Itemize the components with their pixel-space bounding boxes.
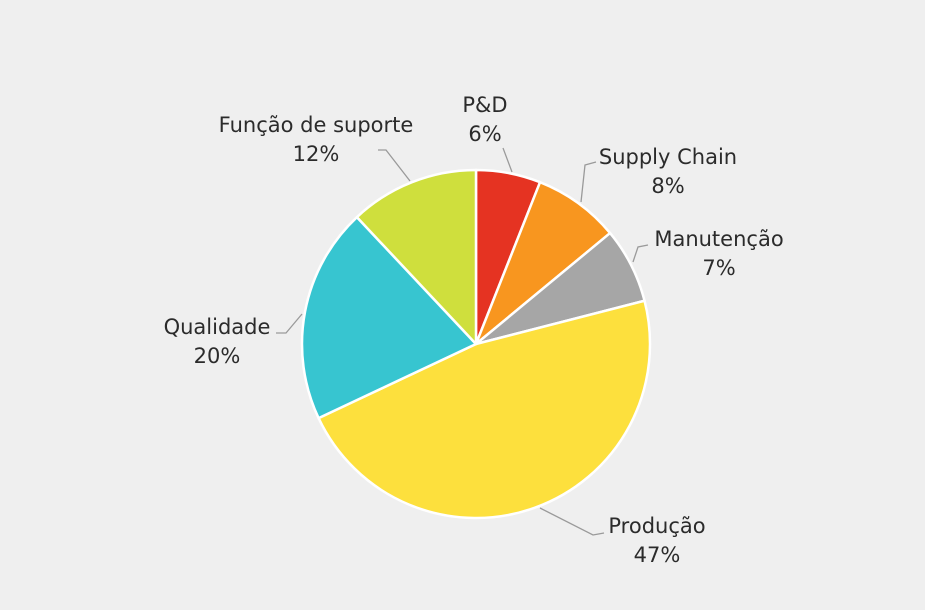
leader-line-1 xyxy=(502,147,513,173)
pie-slices xyxy=(300,168,652,520)
leader-line-6 xyxy=(378,149,411,182)
slice-value-label: 8% xyxy=(651,174,684,198)
pie-slice-5 xyxy=(300,215,478,420)
slice-category-label: Produção xyxy=(608,514,705,538)
slice-category-label: P&D xyxy=(462,93,507,117)
pie-slice-4 xyxy=(317,299,652,520)
pie-slice-6 xyxy=(355,168,478,346)
leader-line-4 xyxy=(539,507,605,536)
slice-category-label: Supply Chain xyxy=(599,145,737,169)
slice-value-label: 12% xyxy=(293,142,340,166)
slice-value-label: 7% xyxy=(702,256,735,280)
slice-value-label: 20% xyxy=(194,344,241,368)
leader-lines xyxy=(276,147,649,536)
slice-category-label: Manutenção xyxy=(654,227,783,251)
slice-labels: P&D 6% Supply Chain 8% Manutenção 7% Produção 4… xyxy=(164,93,784,567)
leader-line-2 xyxy=(580,161,597,203)
slice-value-label: 47% xyxy=(634,543,681,567)
leader-line-5 xyxy=(276,313,303,334)
slice-category-label: Função de suporte xyxy=(219,113,414,137)
slice-category-label: Qualidade xyxy=(164,315,271,339)
leader-line-3 xyxy=(632,244,649,263)
slice-value-label: 6% xyxy=(468,122,501,146)
